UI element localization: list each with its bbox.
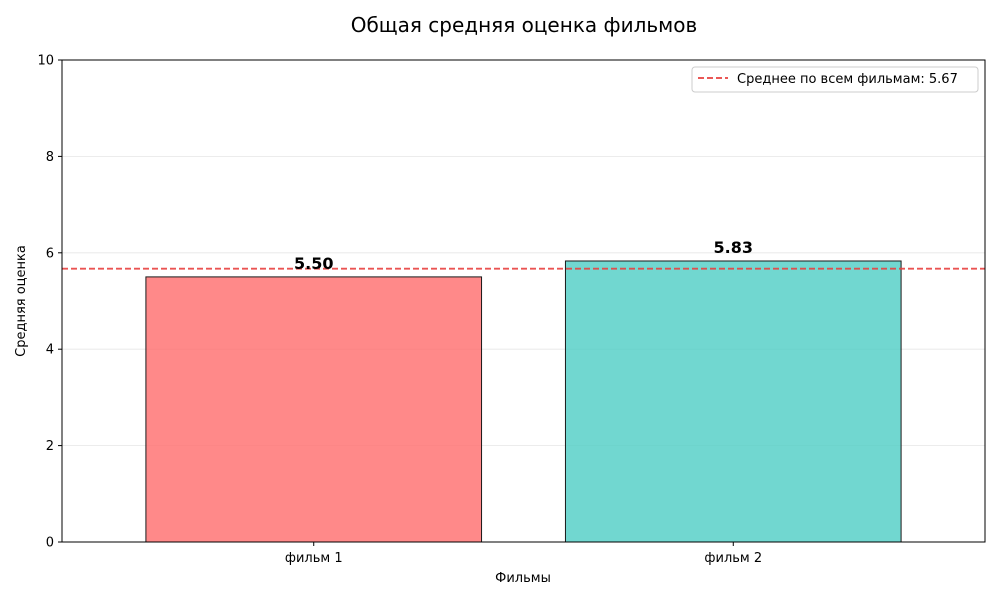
data-labels: 5.50 5.83 <box>294 238 753 273</box>
y-tick-label-3: 6 <box>46 246 54 261</box>
x-tick-label-2: фильм 2 <box>704 551 762 566</box>
data-label-2: 5.83 <box>714 238 753 257</box>
x-axis-label: Фильмы <box>495 571 551 586</box>
y-axis-label: Средняя оценка <box>14 245 29 357</box>
legend: Среднее по всем фильмам: 5.67 <box>691 66 979 93</box>
y-tick-label-4: 8 <box>46 150 54 165</box>
y-axis-ticks: 0 2 4 6 8 10 <box>37 54 62 551</box>
chart-title: Общая средняя оценка фильмов <box>351 13 698 37</box>
data-label-1: 5.50 <box>294 254 333 273</box>
y-tick-label-0: 0 <box>46 536 54 551</box>
legend-box <box>691 66 979 93</box>
x-axis-ticks: фильм 1 фильм 2 <box>285 542 762 566</box>
y-tick-label-1: 2 <box>46 439 54 454</box>
x-tick-label-1: фильм 1 <box>285 551 343 566</box>
bars <box>145 260 902 543</box>
bar-2 <box>564 260 902 543</box>
legend-mean-line-label: Среднее по всем фильмам: 5.67 <box>737 72 958 87</box>
bar-1 <box>145 276 483 543</box>
y-tick-label-5: 10 <box>37 54 54 69</box>
plot-frame <box>61 59 986 543</box>
y-tick-label-2: 4 <box>46 343 54 358</box>
